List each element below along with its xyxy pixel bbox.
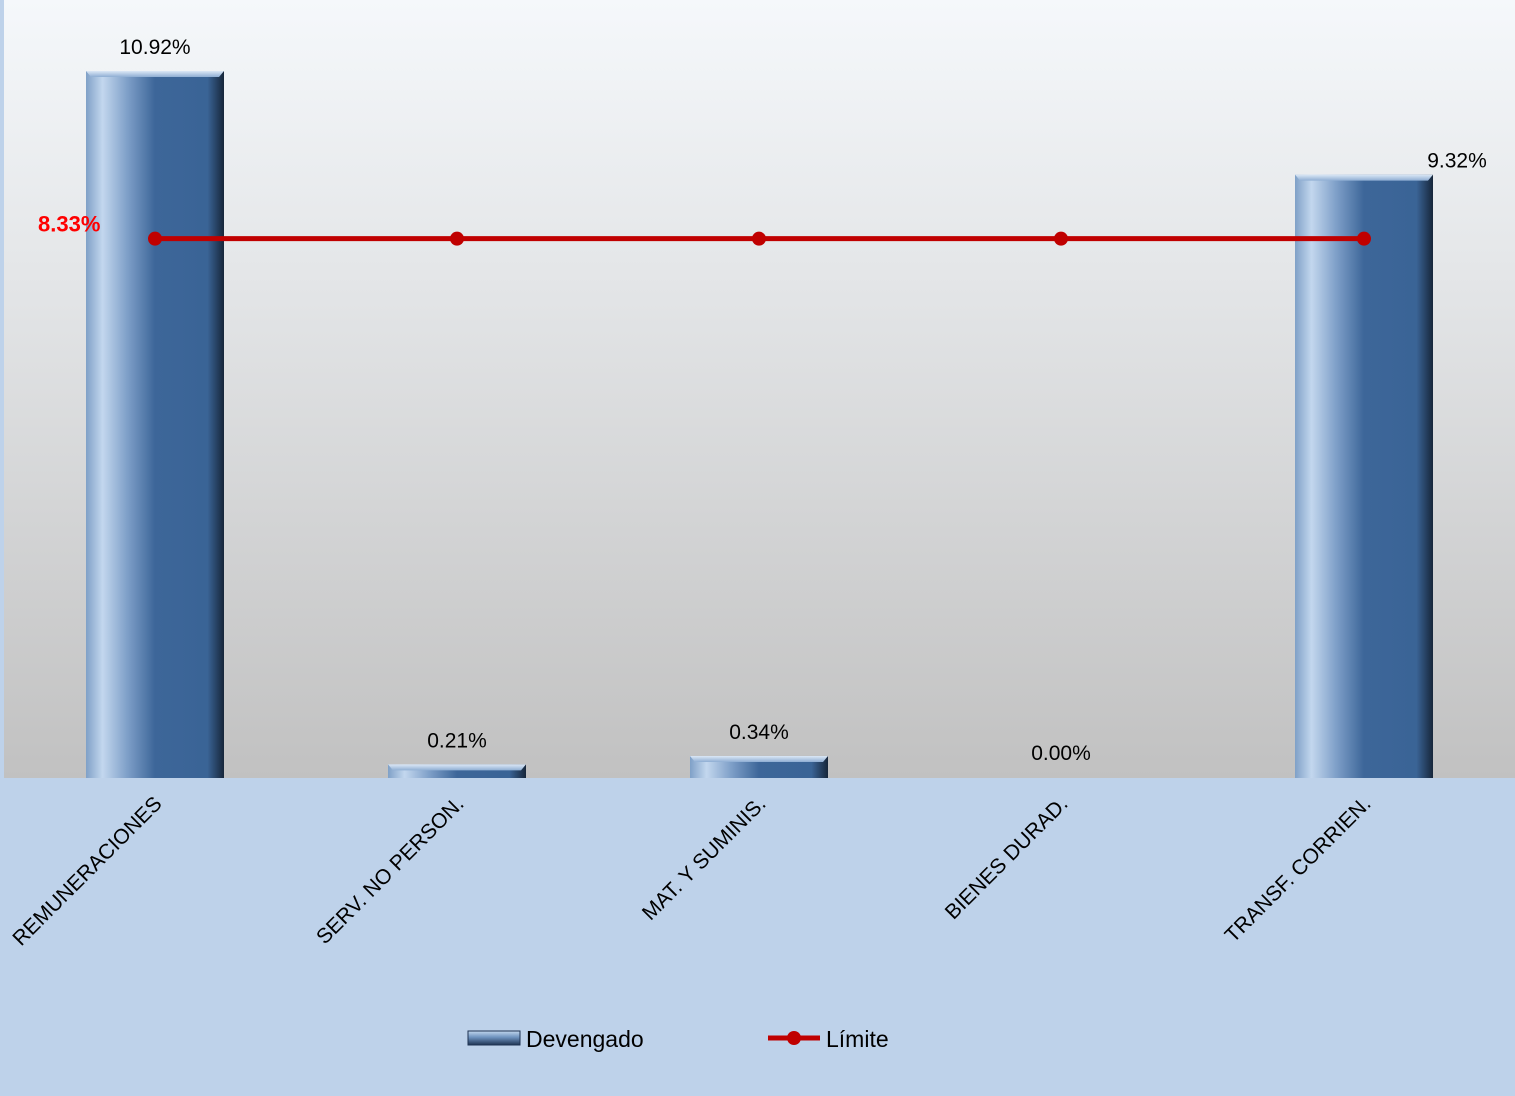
bar-value-label: 0.34% bbox=[729, 721, 789, 744]
legend-devengado-label: Devengado bbox=[526, 1026, 644, 1052]
legend-devengado: Devengado bbox=[467, 1026, 644, 1052]
bar-value-label: 0.00% bbox=[1031, 742, 1091, 765]
limit-value-label: 8.33% bbox=[38, 212, 100, 237]
bar bbox=[1295, 174, 1433, 779]
bar-value-label: 9.32% bbox=[1427, 150, 1487, 173]
legend-bar-swatch bbox=[467, 1030, 521, 1046]
data-labels-layer: 10.92% 0.21% 0.34% 0.00% 9.32% bbox=[119, 36, 1486, 765]
bars-layer bbox=[86, 71, 1433, 779]
limit-marker bbox=[1357, 231, 1371, 246]
bar-bevel bbox=[1295, 174, 1433, 181]
legend-line-marker bbox=[787, 1031, 801, 1045]
limit-line-layer: 8.33% bbox=[38, 212, 1371, 246]
bar-bevel bbox=[690, 755, 828, 762]
legend-limite: Límite bbox=[768, 1026, 889, 1052]
bar-bevel bbox=[86, 71, 224, 77]
bar-value-label: 10.92% bbox=[119, 36, 190, 59]
limit-marker bbox=[148, 231, 162, 246]
legend-limite-label: Límite bbox=[826, 1026, 889, 1052]
legend: Devengado Límite bbox=[467, 1026, 889, 1052]
bar-body bbox=[1295, 174, 1433, 779]
bar bbox=[690, 755, 828, 778]
bar-body bbox=[86, 71, 224, 778]
bar-value-label: 0.21% bbox=[427, 729, 487, 752]
bar bbox=[86, 71, 224, 778]
limit-marker bbox=[1054, 231, 1068, 246]
limit-marker bbox=[450, 231, 464, 246]
plot-area-background bbox=[4, 0, 1515, 778]
limit-marker bbox=[752, 231, 766, 246]
bar bbox=[388, 764, 526, 778]
bar-bevel bbox=[388, 764, 526, 771]
